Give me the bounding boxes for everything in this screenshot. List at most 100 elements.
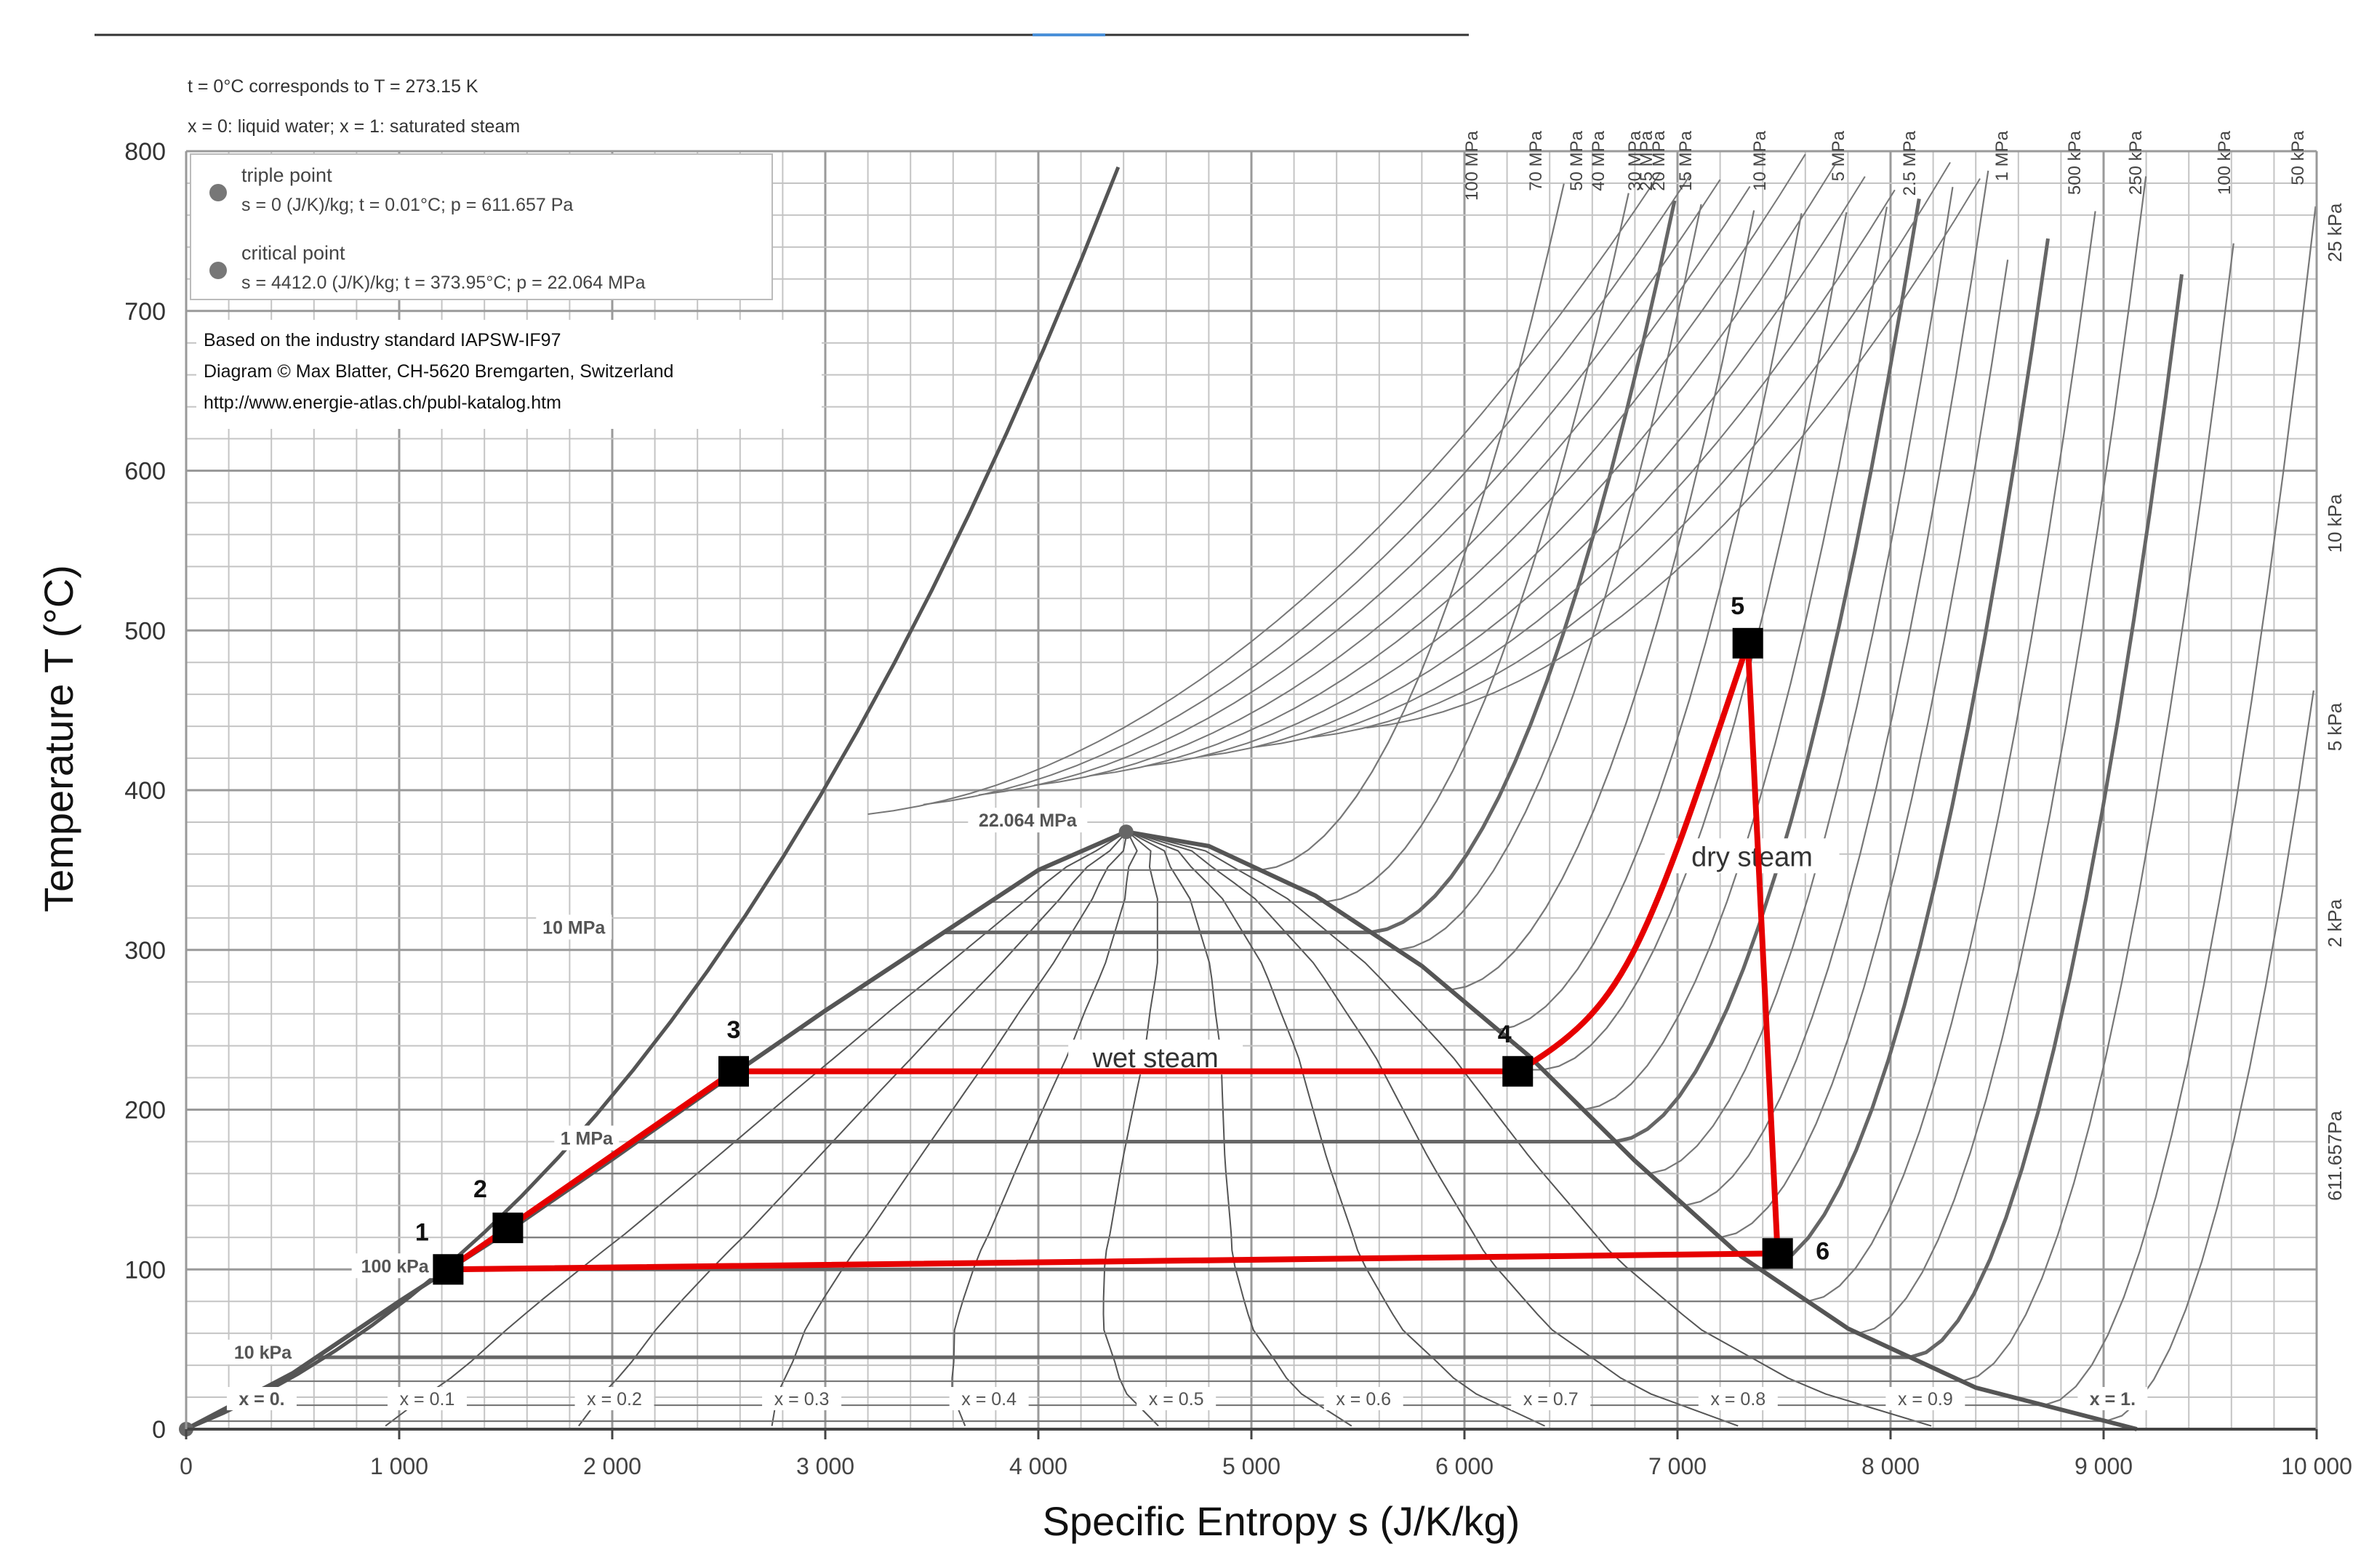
isobar-supercritical	[867, 172, 1662, 815]
isobar-superheated	[1450, 210, 1755, 991]
quality-label: x = 0.7	[1523, 1389, 1579, 1410]
cycle-segment	[505, 1068, 737, 1231]
isobar-superheated	[1648, 186, 1954, 1175]
quality-line	[1126, 831, 1352, 1427]
y-tick-label: 800	[124, 138, 166, 166]
saturation-dome	[185, 829, 2138, 1431]
top-isobar-label: 20 MPa	[1649, 130, 1669, 190]
isobar-superheated	[1961, 243, 2234, 1383]
isobar-supercritical	[1034, 185, 1751, 787]
isobar-superheated	[1260, 183, 1565, 871]
x-tick-label: 7 000	[1648, 1453, 1707, 1479]
rankine-cycle: 1 2 3 4 5 6	[415, 592, 1829, 1285]
tick-labels: 0 1 000 2 000 3 000 4 000 5 000 6 000 7 000 8 00…	[124, 138, 2352, 1479]
isobar-superheated	[1909, 274, 2184, 1359]
legend-critical-detail: s = 4412.0 (J/K)/kg; t = 373.95°C; p = 2…	[241, 273, 646, 293]
top-isobar-label: 5 MPa	[1829, 130, 1848, 181]
quality-label: x = 0.3	[774, 1389, 830, 1410]
quality-label: x = 0.8	[1710, 1389, 1765, 1410]
quality-line	[578, 831, 1127, 1427]
quality-label: x = 0.2	[587, 1389, 642, 1410]
top-isobar-label: 40 MPa	[1589, 130, 1608, 190]
state-point-marker	[1762, 1238, 1793, 1269]
top-isobar-label: 50 kPa	[2288, 130, 2308, 185]
y-axis-title: Temperature T (°C)	[36, 565, 81, 912]
top-isobar-label: 250 kPa	[2126, 130, 2146, 195]
isobar-curves	[185, 153, 2317, 1431]
state-point-label: 4	[1498, 1021, 1512, 1048]
quality-label: x = 0.	[238, 1389, 284, 1410]
quality-label: x = 0.1	[400, 1389, 455, 1410]
isobar-superheated	[2043, 206, 2317, 1407]
top-isobar-label: 70 MPa	[1526, 130, 1546, 190]
info-line-2: x = 0: liquid water; x = 1: saturated st…	[188, 116, 520, 137]
x-tick-label: 0	[180, 1453, 193, 1479]
inline-isobar-label-bg	[225, 1339, 301, 1364]
isobar-superheated	[1583, 206, 1888, 1111]
right-isobar-label: 10 kPa	[2324, 494, 2346, 552]
isobar-superheated	[1720, 260, 2009, 1239]
state-point-marker	[718, 1056, 750, 1087]
top-isobar-label: 25 MPa	[1637, 130, 1656, 190]
state-point-label: 3	[727, 1016, 741, 1044]
state-point-marker	[1502, 1056, 1534, 1087]
isobar-superheated	[1858, 176, 2147, 1335]
right-isobar-label: 2 kPa	[2324, 898, 2346, 947]
info-line-1: t = 0°C corresponds to T = 273.15 K	[188, 76, 478, 97]
top-isobar-label: 2.5 MPa	[1900, 130, 1920, 196]
triple-point-marker	[209, 184, 227, 201]
y-tick-label: 0	[152, 1416, 166, 1444]
top-isobar-label: 500 kPa	[2065, 130, 2085, 195]
quality-label-bg	[762, 1387, 842, 1410]
quality-label: x = 0.9	[1898, 1389, 1953, 1410]
isobar-superheated	[1370, 200, 1677, 935]
quality-line	[951, 831, 1138, 1426]
isobar-superheated	[1760, 238, 2050, 1271]
x-tick-label: 5 000	[1222, 1453, 1280, 1479]
critical-point-marker	[209, 262, 227, 279]
quality-label-bg	[387, 1387, 467, 1410]
right-isobar-label: 5 kPa	[2324, 702, 2346, 751]
isobar-superheated	[1807, 211, 2096, 1303]
top-isobar-label: 15 MPa	[1676, 130, 1696, 190]
quality-line	[771, 832, 1128, 1426]
isobar-superheated	[1615, 198, 1921, 1143]
quality-label-bg	[1885, 1387, 1965, 1410]
y-tick-label: 100	[124, 1256, 166, 1284]
cycle-segment	[445, 1250, 1781, 1273]
x-axis-title: Specific Entropy s (J/K/kg)	[1043, 1498, 1520, 1544]
isobar-supercritical	[1089, 153, 1806, 777]
quality-label: x = 0.4	[961, 1389, 1017, 1410]
quality-label: x = 0.6	[1336, 1389, 1391, 1410]
isobar-superheated	[1325, 193, 1630, 903]
state-point-label: 1	[415, 1218, 429, 1246]
critical-point	[1118, 824, 1134, 840]
legend-critical-name: critical point	[241, 242, 345, 264]
isobar-supercritical	[1310, 161, 1951, 739]
isobar-supercritical	[1255, 189, 1896, 748]
credit-bg	[196, 320, 822, 429]
inline-isobar-label-bg	[351, 1253, 438, 1279]
info-box: t = 0°C corresponds to T = 273.15 K x = …	[180, 60, 819, 140]
state-point-label: 5	[1731, 592, 1744, 620]
isobar-supercritical	[1366, 178, 1981, 729]
legend-box: triple point s = 0 (J/K)/kg; t = 0.01°C;…	[190, 153, 773, 300]
region-label: dry steam	[1691, 842, 1813, 872]
isobar-superheated	[1684, 170, 1989, 1207]
isobar-superheated	[2105, 690, 2314, 1423]
y-tick-label: 600	[124, 458, 166, 486]
inline-isobar-label: 10 kPa	[234, 1343, 292, 1363]
isobar-supercritical	[923, 174, 1691, 805]
y-tick-label: 200	[124, 1097, 166, 1125]
x-tick-label: 1 000	[370, 1453, 428, 1479]
quality-label-bg	[2077, 1387, 2148, 1410]
top-isobar-label: 1 MPa	[1992, 130, 2012, 181]
cycle-segment	[1744, 640, 1781, 1257]
x-tick-label: 4 000	[1009, 1453, 1067, 1479]
credit-line-2: Diagram © Max Blatter, CH-5620 Bremgarte…	[204, 361, 673, 382]
isobar-supercritical	[978, 179, 1721, 796]
y-tick-label: 300	[124, 937, 166, 965]
quality-label-bg	[1511, 1387, 1591, 1410]
